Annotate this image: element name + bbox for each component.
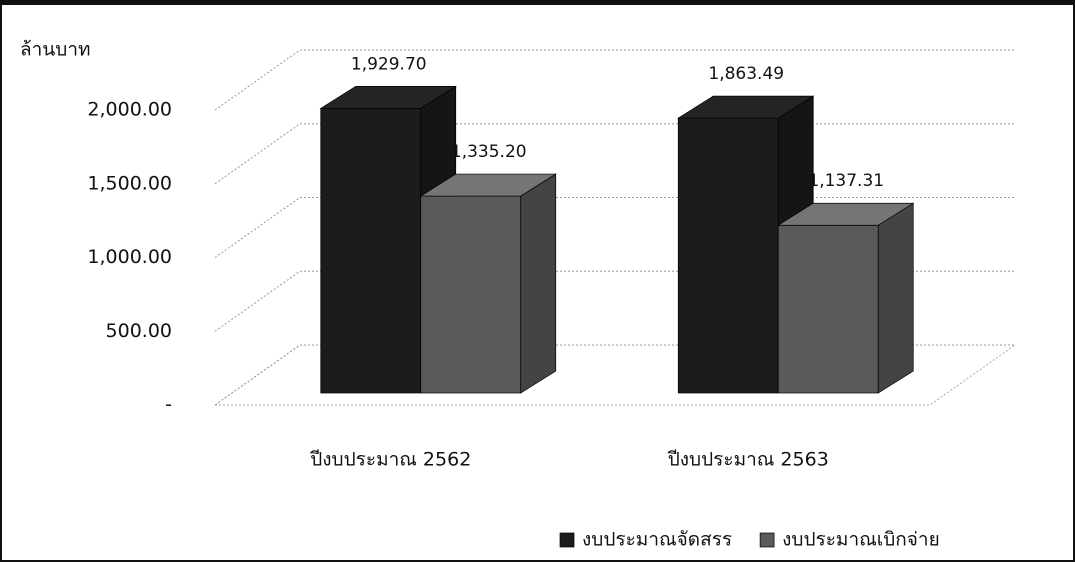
y-axis-label: ล้านบาท [20,39,91,61]
x-tick-label: ปีงบประมาณ 2563 [667,449,829,471]
bar-front [677,117,779,394]
grid-line [214,49,301,111]
bar-front [420,195,522,394]
y-tick-label: - [165,394,172,416]
bar-side [877,202,914,394]
bar-side [520,173,557,394]
legend-label: งบประมาณจัดสรร [582,529,732,551]
bar-top [777,202,915,226]
grid-line [214,270,301,332]
grid-line [214,123,301,185]
bar-top [677,95,815,119]
grid-line [214,344,301,406]
bar-top [319,86,457,109]
value-label: 1,137.31 [808,171,884,191]
bar-top [419,173,557,197]
y-tick-label: 1,000.00 [87,246,172,268]
legend-swatch [559,532,575,548]
top-border [0,0,1075,5]
y-tick-label: 1,500.00 [87,172,172,194]
y-tick-label: 2,000.00 [87,99,172,121]
y-tick-label: 500.00 [106,320,172,342]
value-label: 1,863.49 [708,64,784,84]
bar-front [320,108,422,394]
legend-label: งบประมาณเบิกจ่าย [782,529,940,551]
grid-line [214,197,301,258]
x-tick-label: ปีงบประมาณ 2562 [309,449,471,471]
bar-front [777,224,879,394]
value-label: 1,929.70 [351,54,427,74]
legend-swatch [759,532,775,548]
value-label: 1,335.20 [451,142,527,162]
